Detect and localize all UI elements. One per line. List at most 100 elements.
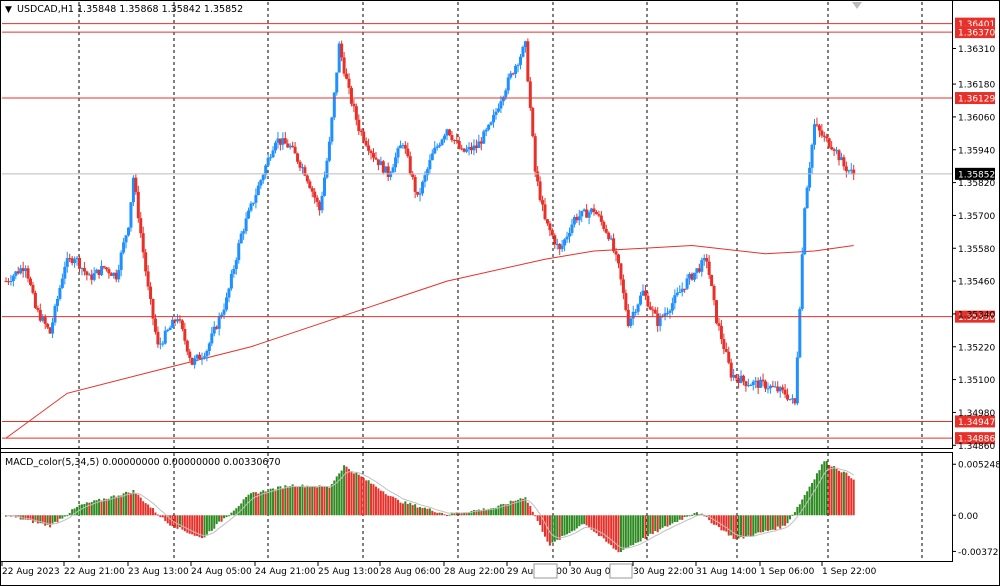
macd-bar: [776, 515, 779, 527]
price-pane[interactable]: [0, 0, 953, 449]
macd-bar: [139, 497, 142, 516]
candle-body: [599, 215, 603, 222]
candle-body: [741, 375, 745, 382]
macd-bar: [183, 515, 186, 532]
macd-bar: [284, 485, 287, 516]
candle-body: [185, 340, 189, 352]
macd-bar: [482, 508, 485, 516]
macd-bar: [644, 515, 647, 539]
candle-body: [421, 181, 424, 194]
candle-body: [205, 350, 209, 357]
macd-pane[interactable]: [0, 452, 953, 562]
candle-body: [614, 251, 618, 255]
candle-body: [808, 167, 812, 188]
candle-body: [188, 351, 192, 358]
candle-body: [724, 349, 728, 352]
candle-body: [656, 313, 660, 326]
macd-bar: [495, 507, 497, 516]
macd-bar: [377, 488, 380, 516]
macd-bar: [691, 514, 693, 516]
level-tag: [955, 415, 995, 428]
macd-bar: [825, 461, 828, 516]
macd-bar: [504, 504, 507, 516]
macd-bar: [693, 513, 696, 516]
candle-body: [11, 275, 15, 282]
candle-body: [702, 258, 706, 261]
candle-body: [827, 138, 831, 147]
macd-bar: [607, 515, 610, 544]
macd-bar: [499, 504, 502, 516]
candle-body: [156, 331, 160, 345]
macd-bar: [833, 465, 836, 516]
candle-body: [298, 161, 302, 168]
candle-body: [239, 233, 243, 244]
macd-bar: [335, 476, 338, 516]
macd-bar: [593, 515, 595, 532]
macd-bar: [296, 486, 299, 516]
macd-bar: [732, 515, 735, 539]
time-label: 22 Aug 2023: [2, 567, 60, 577]
level-tag: [955, 432, 995, 445]
macd-bar: [372, 484, 375, 516]
macd-bar: [365, 480, 368, 516]
candle-body: [648, 306, 652, 310]
macd-bar: [409, 502, 412, 516]
price-tick-label: 1.35460: [958, 278, 995, 288]
candle-body: [352, 103, 356, 107]
candle-body: [675, 292, 679, 296]
macd-bar: [203, 515, 206, 538]
macd-bar: [720, 515, 723, 531]
level-tag-text: 1.34947: [958, 418, 995, 428]
macd-bar: [225, 515, 228, 518]
macd-bar: [5, 515, 7, 517]
dropdown-arrow-icon[interactable]: ▼: [5, 5, 12, 15]
macd-bar: [842, 471, 845, 516]
candle-body: [462, 148, 466, 152]
support-resistance-lines[interactable]: [2, 23, 952, 439]
candle-body: [803, 208, 807, 255]
macd-bar: [673, 515, 676, 523]
macd-bar: [254, 492, 257, 516]
macd-bar: [450, 512, 453, 516]
candle-body: [193, 358, 197, 365]
scroll-marker-icon[interactable]: [852, 2, 862, 9]
candle-body: [666, 312, 669, 314]
candle-body: [9, 281, 13, 283]
candle-body: [229, 273, 233, 289]
macd-bar: [463, 512, 466, 516]
macd-bar: [548, 515, 551, 546]
candle-body: [212, 326, 216, 334]
macd-bar: [539, 515, 542, 526]
macd-bar: [201, 515, 203, 539]
candle-body: [80, 267, 84, 269]
macd-bar: [507, 504, 510, 516]
candle-body: [629, 318, 633, 326]
candle-body: [283, 138, 287, 144]
candle-body: [158, 343, 162, 345]
macd-bar: [362, 477, 365, 516]
macd-bar: [340, 470, 343, 516]
candle-body: [832, 149, 836, 151]
candle-body: [330, 117, 334, 142]
price-tick-label: 1.34860: [958, 442, 995, 452]
macd-bar: [289, 486, 292, 516]
macd-bar: [308, 487, 311, 516]
candle-body: [107, 269, 111, 274]
macd-bar: [227, 515, 230, 517]
macd-bar: [147, 504, 150, 516]
candle-body: [163, 330, 167, 344]
candle-body: [555, 243, 559, 245]
macd-bar: [558, 515, 561, 540]
candle-body: [411, 173, 415, 178]
macd-bar: [93, 500, 96, 516]
candle-body: [180, 320, 184, 330]
macd-bar: [742, 515, 745, 539]
macd-bar: [438, 512, 441, 516]
macd-bar: [551, 515, 554, 543]
candle-body: [244, 218, 248, 232]
candle-body: [602, 221, 606, 229]
candle-body: [19, 268, 23, 274]
macd-bar: [570, 515, 573, 532]
macd-bar: [521, 498, 524, 516]
